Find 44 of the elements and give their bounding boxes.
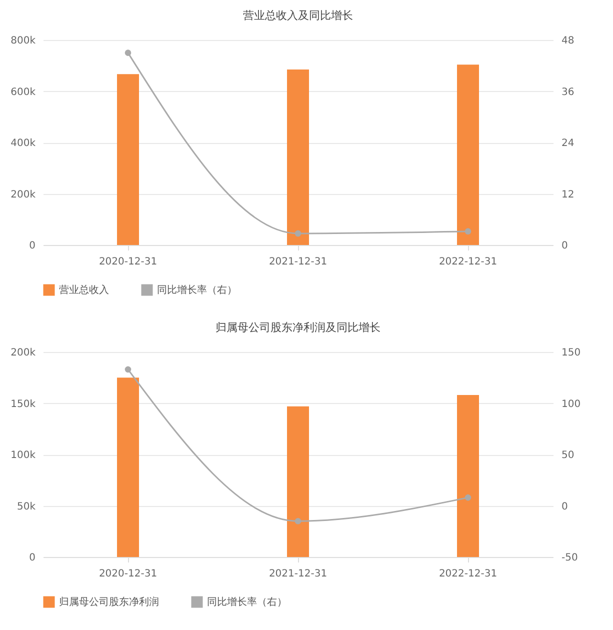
bar [287, 406, 309, 557]
point [124, 366, 132, 373]
x-tick-label: 2021-12-31 [268, 256, 328, 268]
point [294, 518, 302, 524]
legend-label: 营业总收入 [59, 284, 109, 296]
point [464, 228, 472, 234]
y-tick-label: 800k [10, 36, 36, 46]
y-tick-label: 0 [29, 552, 36, 564]
legend-label: 同比增长率（右） [157, 284, 237, 296]
y2-tick-label: 48 [562, 36, 574, 46]
legend-label: 同比增长率（右） [207, 596, 287, 608]
x-tick-label: 2022-12-31 [438, 256, 498, 268]
y-tick-label: 150k [10, 398, 36, 410]
bar [457, 64, 479, 245]
y2-tick-label: 50 [562, 450, 574, 461]
y-tick-label: 200k [10, 189, 36, 200]
y2-tick-label: 36 [562, 86, 574, 98]
bar [117, 378, 139, 557]
bar [457, 395, 479, 557]
chart-title: 归属母公司股东净利润及同比增长 [216, 321, 380, 334]
y-tick-label: 200k [10, 348, 36, 358]
point [124, 50, 132, 56]
chart-title: 营业总收入及同比增长 [243, 9, 353, 22]
bar [287, 69, 309, 245]
x-tick-label: 2020-12-31 [98, 256, 158, 268]
legend-label: 归属母公司股东净利润 [59, 596, 159, 608]
y-tick-label: 50k [16, 501, 36, 512]
y2-tick-label: 100 [562, 398, 581, 410]
bar [117, 74, 139, 245]
y2-tick-label: 12 [562, 189, 574, 200]
y2-tick-label: 24 [562, 138, 574, 149]
y-tick-label: 100k [10, 450, 36, 461]
point [464, 494, 472, 501]
y2-tick-label: 0 [562, 240, 568, 252]
y2-tick-label: 150 [562, 348, 581, 358]
x-tick-label: 2020-12-31 [98, 568, 158, 580]
x-tick-label: 2022-12-31 [438, 568, 498, 580]
y2-tick-label: -50 [562, 552, 578, 564]
y-tick-label: 0 [29, 240, 36, 252]
y2-tick-label: 0 [562, 501, 568, 512]
x-tick-label: 2021-12-31 [268, 568, 328, 580]
point [294, 230, 302, 237]
y-tick-label: 400k [10, 138, 36, 149]
y-tick-label: 600k [10, 86, 36, 98]
